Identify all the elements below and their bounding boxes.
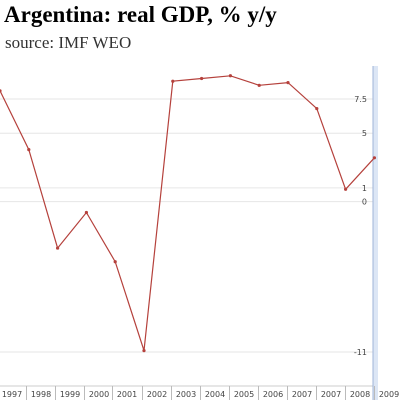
x-tick-label-8: 2005 bbox=[234, 390, 254, 399]
x-tick-label-2: 1999 bbox=[60, 390, 80, 399]
data-point-2002 bbox=[142, 349, 146, 353]
x-tick-label-6: 2003 bbox=[176, 390, 196, 399]
y-axis-panel-bar bbox=[373, 66, 378, 400]
y-tick-label-1: 5 bbox=[362, 129, 367, 138]
x-tick-label-12: 2008 bbox=[350, 390, 370, 399]
y-tick-label-4: -11 bbox=[354, 348, 367, 357]
data-point-2001 bbox=[113, 260, 117, 264]
data-point-1997 bbox=[0, 89, 2, 93]
x-tick-label-13: 2009 bbox=[379, 390, 399, 399]
x-tick-label-5: 2002 bbox=[147, 390, 167, 399]
y-axis-ticks: 7.5 5 1 0 -11 bbox=[354, 95, 367, 357]
series-polyline bbox=[0, 75, 375, 351]
x-tick-label-1: 1998 bbox=[31, 390, 51, 399]
data-point-2000 bbox=[84, 210, 88, 215]
x-tick-label-4: 2001 bbox=[117, 390, 137, 399]
x-tick-label-3: 2000 bbox=[89, 390, 109, 399]
data-point-2008 bbox=[315, 106, 319, 111]
x-axis-ticks: 1997 1998 1999 2000 2001 2002 2003 2004 2005 2006… bbox=[2, 386, 399, 400]
data-point-2010 bbox=[372, 156, 376, 160]
data-point-2006 bbox=[257, 83, 261, 87]
series-line bbox=[0, 74, 376, 353]
x-tick-label-0: 1997 bbox=[2, 390, 22, 399]
chart-title: Argentina: real GDP, % y/y bbox=[4, 2, 277, 27]
data-point-2004 bbox=[200, 76, 204, 81]
x-tick-label-7: 2004 bbox=[205, 390, 225, 399]
y-tick-label-3: 0 bbox=[362, 198, 367, 207]
y-axis-panel bbox=[372, 66, 378, 400]
x-tick-label-11: 2007 bbox=[321, 390, 341, 399]
y-tick-label-2: 1 bbox=[362, 184, 367, 193]
y-tick-label-0: 7.5 bbox=[354, 95, 367, 104]
grid-lines bbox=[0, 98, 373, 387]
data-point-2007 bbox=[286, 80, 290, 85]
data-point-2009 bbox=[344, 187, 348, 191]
chart-subtitle: source: IMF WEO bbox=[5, 33, 132, 52]
data-point-2005 bbox=[228, 74, 232, 78]
x-tick-label-9: 2006 bbox=[263, 390, 283, 399]
data-point-2003 bbox=[171, 79, 175, 83]
data-point-1998 bbox=[27, 148, 31, 152]
data-point-1999 bbox=[56, 246, 60, 250]
x-tick-label-10: 2007 bbox=[292, 390, 312, 399]
